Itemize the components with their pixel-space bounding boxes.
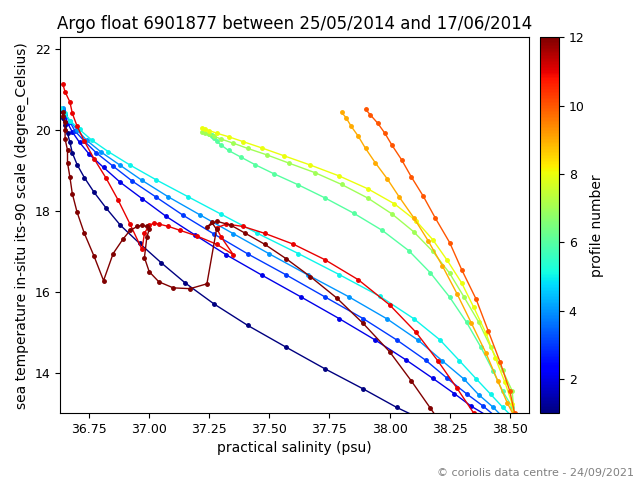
X-axis label: practical salinity (psu): practical salinity (psu)	[218, 442, 372, 456]
Text: © coriolis data centre - 24/09/2021: © coriolis data centre - 24/09/2021	[436, 468, 634, 478]
Y-axis label: profile number: profile number	[590, 174, 604, 276]
Title: Argo float 6901877 between 25/05/2014 and 17/06/2014: Argo float 6901877 between 25/05/2014 an…	[57, 15, 532, 33]
Y-axis label: sea temperature in-situ its-90 scale (degree_Celsius): sea temperature in-situ its-90 scale (de…	[15, 42, 29, 408]
